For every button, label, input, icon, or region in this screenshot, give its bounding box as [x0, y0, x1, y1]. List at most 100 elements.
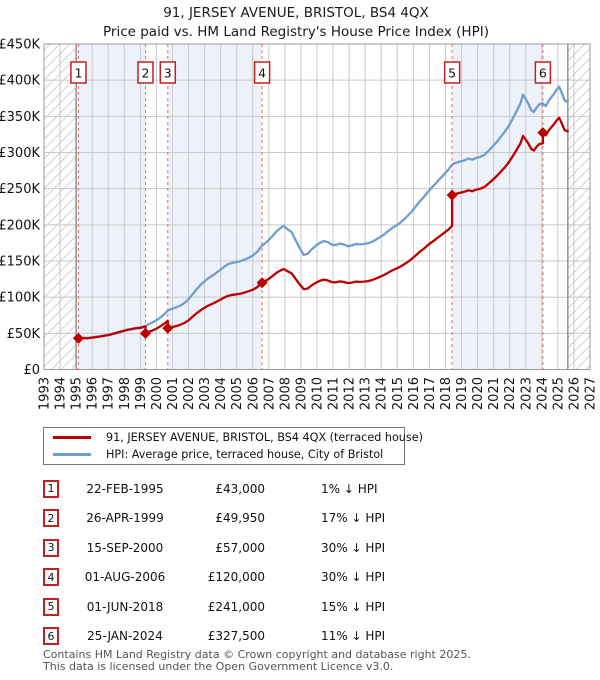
y-tick-label: £50K	[7, 327, 41, 342]
plot-frame	[43, 43, 591, 370]
hpi-line	[74, 85, 569, 340]
sale-date: 26-APR-1999	[86, 511, 164, 526]
sale-hpi-delta: 1% ↓ HPI	[321, 481, 378, 496]
y-tick-label: £350K	[0, 110, 40, 125]
price-chart: 1 2 3 4 5 6£0£50K£100K£150K£200K£250K£300K£35…	[0, 38, 599, 411]
sale-price: £43,000	[215, 481, 265, 496]
x-tick-label: 2020	[471, 377, 486, 410]
table-row: 3 15-SEP-2000 £57,000 30% ↓ HPI	[43, 533, 563, 563]
y-tick-label: £100K	[0, 291, 40, 306]
x-tick-label: 2019	[455, 377, 470, 410]
sale-date: 22-FEB-1995	[86, 481, 164, 496]
x-tick-label: 2021	[487, 377, 502, 410]
legend-label-price: 91, JERSEY AVENUE, BRISTOL, BS4 4QX (ter…	[106, 431, 423, 444]
x-tick-label: 2005	[230, 377, 245, 410]
sale-hpi-delta: 17% ↓ HPI	[321, 511, 386, 526]
y-tick-label: £450K	[0, 38, 40, 53]
x-tick-label: 2006	[246, 377, 261, 410]
x-tick-label: 1999	[134, 377, 149, 410]
legend-row-price: 91, JERSEY AVENUE, BRISTOL, BS4 4QX (ter…	[44, 431, 423, 445]
sale-number-box-1	[70, 61, 87, 84]
page-title: 91, JERSEY AVENUE, BRISTOL, BS4 4QX	[163, 5, 429, 21]
sale-number-badge: 6	[43, 627, 59, 646]
sale-number-label: 3	[164, 66, 172, 81]
sale-price: £120,000	[207, 570, 265, 585]
sale-number-box-2	[137, 61, 154, 84]
hpi-line-swatch	[53, 453, 91, 456]
sale-date: 01-JUN-2018	[86, 599, 164, 614]
sale-number-box-6	[534, 61, 552, 84]
x-tick-label: 2022	[503, 377, 518, 410]
x-tick-label: 1998	[118, 377, 133, 410]
sale-hpi-delta: 15% ↓ HPI	[321, 599, 386, 614]
x-tick-label: 1993	[38, 377, 53, 410]
x-tick-label: 2008	[278, 377, 293, 410]
sale-marker-4	[256, 277, 268, 289]
x-tick-label: 2015	[391, 377, 406, 410]
y-tick-label: £300K	[0, 146, 40, 161]
x-tick-label: 2016	[407, 377, 422, 410]
table-row: 6 25-JAN-2024 £327,500 11% ↓ HPI	[43, 622, 563, 652]
license-footer: Contains HM Land Registry data © Crown c…	[43, 649, 471, 672]
sale-number-badge: 1	[43, 479, 59, 498]
x-tick-label: 2017	[423, 377, 438, 410]
sales-table: 1 22-FEB-1995 £43,000 1% ↓ HPI 2 26-APR-…	[43, 474, 563, 651]
sale-price: £327,500	[207, 629, 265, 644]
sale-hpi-delta: 11% ↓ HPI	[321, 629, 386, 644]
table-row: 5 01-JUN-2018 £241,000 15% ↓ HPI	[43, 592, 563, 622]
x-tick-label: 2003	[198, 377, 213, 410]
sale-date: 01-AUG-2006	[84, 570, 166, 585]
ownership-band	[452, 44, 543, 370]
table-row: 4 01-AUG-2006 £120,000 30% ↓ HPI	[43, 563, 563, 593]
sale-hpi-delta: 30% ↓ HPI	[321, 570, 386, 585]
sale-date: 25-JAN-2024	[87, 629, 163, 644]
sale-number-label: 1	[74, 66, 82, 81]
sale-marker-3	[162, 322, 174, 334]
y-tick-label: £250K	[0, 182, 40, 197]
x-tick-label: 2010	[311, 377, 326, 410]
chart-legend: 91, JERSEY AVENUE, BRISTOL, BS4 4QX (ter…	[43, 427, 423, 465]
sale-number-badge: 3	[43, 538, 59, 557]
x-tick-label: 2013	[359, 377, 374, 410]
page-subtitle: Price paid vs. HM Land Registry's House …	[103, 24, 489, 40]
legend-label-hpi: HPI: Average price, terraced house, City…	[106, 448, 384, 461]
y-tick-label: £400K	[0, 74, 40, 89]
x-tick-label: 2018	[439, 377, 454, 410]
y-tick-label: £150K	[0, 255, 40, 270]
y-tick-label: £200K	[0, 218, 40, 233]
sale-price: £49,950	[215, 511, 265, 526]
sale-price: £57,000	[215, 540, 265, 555]
price-line-swatch	[53, 436, 91, 439]
table-row: 2 26-APR-1999 £49,950 17% ↓ HPI	[43, 504, 563, 534]
x-tick-label: 1994	[54, 377, 69, 410]
no-data-hatch	[567, 44, 590, 370]
sale-number-box-5	[443, 61, 461, 84]
sale-number-label: 4	[258, 66, 266, 81]
sale-number-box-3	[159, 61, 177, 84]
x-tick-label: 2025	[551, 377, 566, 410]
x-tick-label: 2004	[214, 377, 229, 410]
sale-number-label: 5	[448, 66, 456, 81]
x-tick-label: 2027	[584, 377, 599, 410]
x-tick-label: 1996	[86, 377, 101, 410]
table-row: 1 22-FEB-1995 £43,000 1% ↓ HPI	[43, 474, 563, 504]
sale-date: 15-SEP-2000	[86, 540, 164, 555]
x-tick-label: 2001	[166, 377, 181, 410]
sale-number-label: 2	[141, 66, 149, 81]
x-tick-label: 2002	[182, 377, 197, 410]
x-tick-label: 1995	[70, 377, 85, 410]
sale-number-badge: 4	[43, 568, 59, 587]
sale-marker-2	[139, 327, 151, 339]
x-tick-label: 2024	[535, 377, 550, 410]
sale-hpi-delta: 30% ↓ HPI	[321, 540, 386, 555]
sale-number-box-4	[253, 61, 271, 84]
x-tick-label: 2014	[375, 377, 390, 410]
x-tick-label: 2023	[519, 377, 534, 410]
price-line	[77, 116, 569, 340]
x-tick-label: 2026	[567, 377, 582, 410]
x-tick-label: 1997	[102, 377, 117, 410]
sale-number-badge: 5	[43, 597, 59, 616]
ownership-band	[78, 44, 146, 370]
ownership-band	[167, 44, 263, 370]
y-tick-label: £0	[23, 363, 40, 378]
